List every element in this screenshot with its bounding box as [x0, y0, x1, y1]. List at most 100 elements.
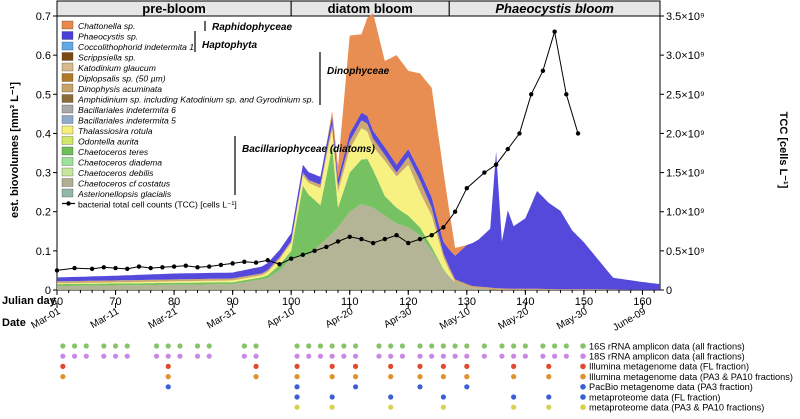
dataset-dot-0: [165, 343, 171, 349]
dataset-dot-2: [511, 363, 517, 369]
x-tick-label-0: 60: [51, 296, 63, 308]
dataset-dot-3: [511, 374, 517, 380]
dataset-dot-4: [464, 384, 470, 390]
y-tick-label-7: 0.7: [36, 11, 51, 23]
legend-label-16: Asterionellopsis glacialis: [77, 189, 172, 199]
legend-label-5: Diplopsalis sp. (50 µm): [78, 74, 166, 84]
dataset-dot-1: [306, 353, 312, 359]
dataset-dot-0: [464, 343, 470, 349]
legend-swatch-7: [61, 94, 74, 103]
tcc-point-3: [101, 265, 107, 270]
legend-swatch-1: [61, 31, 74, 40]
legend-label-14: Chaetoceros debilis: [78, 168, 154, 178]
date-tick-label-7: May-10: [438, 306, 473, 332]
legend-label-9: Bacillariales indetermita 5: [78, 116, 176, 126]
dataset-label-4: PacBio metagenome data (PA3 fraction): [589, 382, 753, 392]
dataset-legend-swatch-1: [580, 353, 586, 360]
dataset-dot-0: [60, 343, 66, 349]
dataset-dot-1: [540, 353, 546, 359]
dataset-legend-swatch-3: [580, 373, 586, 380]
dataset-dot-2: [352, 363, 359, 369]
dataset-dot-1: [83, 353, 89, 359]
dataset-dot-0: [341, 343, 347, 349]
tcc-point-28: [394, 233, 399, 238]
tcc-point-23: [335, 239, 341, 244]
tcc-point-39: [529, 92, 534, 97]
dataset-dot-2: [440, 363, 446, 369]
legend-label-2: Coccolithophorid indetermita 1: [78, 42, 194, 52]
dataset-legend-swatch-4: [580, 384, 586, 390]
dataset-dot-0: [206, 343, 212, 349]
legend-swatch-6: [61, 83, 74, 93]
dataset-dot-1: [522, 353, 528, 359]
legend-swatch-tcc-dot: [66, 201, 71, 206]
legend-swatch-0: [61, 20, 74, 30]
dataset-dot-1: [399, 353, 406, 359]
dataset-dot-6: [546, 404, 552, 410]
x-tick-label-3: 90: [227, 296, 239, 308]
x-tick-label-6: 120: [399, 296, 417, 308]
legend-swatch-5: [61, 73, 74, 82]
legend-swatch-10: [61, 125, 74, 135]
dataset-dot-1: [153, 353, 160, 359]
tcc-point-13: [218, 262, 224, 268]
dataset-dot-4: [417, 384, 423, 390]
dataset-dot-2: [165, 363, 171, 369]
tcc-point-17: [265, 258, 270, 263]
dataset-dot-6: [329, 404, 335, 410]
tcc-series: [54, 29, 581, 273]
dataset-dot-2: [329, 363, 335, 369]
legend-swatch-16: [61, 188, 74, 198]
dataset-dot-3: [165, 374, 171, 380]
dataset-dot-4: [352, 384, 359, 390]
dataset-dot-1: [124, 353, 130, 359]
dataset-dot-0: [499, 343, 505, 349]
tcc-point-4: [113, 265, 118, 271]
dataset-dot-1: [101, 353, 107, 359]
y-tick-label-2: 0.2: [36, 207, 51, 219]
tcc-point-25: [359, 236, 364, 242]
dataset-dot-0: [124, 343, 130, 349]
dataset-label-0: 16S rRNA amplicon data (all fractions): [589, 341, 745, 351]
x-axis-title: Julian day: [2, 295, 57, 307]
dataset-dot-5: [294, 394, 300, 400]
tcc-point-8: [160, 265, 165, 270]
group-label-3: Bacillariophyceae (diatoms): [242, 144, 375, 155]
dataset-dot-2: [60, 363, 66, 369]
tcc-point-19: [288, 256, 294, 261]
tcc-point-32: [441, 225, 446, 230]
dataset-dot-4: [294, 384, 300, 390]
dataset-dot-1: [563, 353, 569, 359]
tcc-point-38: [517, 131, 522, 136]
dataset-dot-3: [352, 374, 359, 380]
dataset-dot-0: [329, 343, 335, 349]
dataset-dot-1: [253, 353, 259, 359]
dataset-dot-1: [440, 353, 446, 359]
legend-swatch-15: [61, 178, 74, 187]
tcc-point-10: [183, 263, 188, 268]
date-tick-label-4: Apr-10: [265, 306, 297, 331]
dataset-dot-1: [429, 353, 435, 359]
dataset-dot-1: [452, 353, 458, 359]
tcc-point-42: [564, 92, 569, 97]
tcc-point-16: [253, 260, 259, 265]
y-tick-label-0: 0: [45, 285, 51, 297]
area-series-2: [57, 128, 660, 290]
legend-label-15: Chaetoceros cf costatus: [78, 179, 171, 189]
date-tick-label-9: May-30: [555, 306, 590, 332]
x-tick-label-7: 130: [458, 296, 476, 308]
x-tick-label-4: 100: [282, 296, 300, 308]
dataset-dot-5: [440, 394, 446, 400]
legend-swatch-4: [61, 62, 74, 72]
dataset-legend-swatch-0: [580, 343, 586, 349]
legend-swatch-11: [61, 136, 74, 145]
dataset-dot-0: [101, 343, 107, 349]
dataset-legend-swatch-2: [580, 363, 586, 370]
legend-label-12: Chaetoceros teres: [78, 147, 149, 157]
y-axis-title: est. biovolumes [mm³ L⁻¹]: [9, 82, 21, 218]
dataset-dot-4: [165, 384, 171, 390]
y2-tick-label-1: 0.5×10⁹: [666, 246, 705, 258]
group-label-1: Haptophyta: [202, 40, 257, 51]
date-tick-label-3: Mar-31: [205, 306, 238, 332]
dataset-dot-1: [165, 353, 171, 359]
